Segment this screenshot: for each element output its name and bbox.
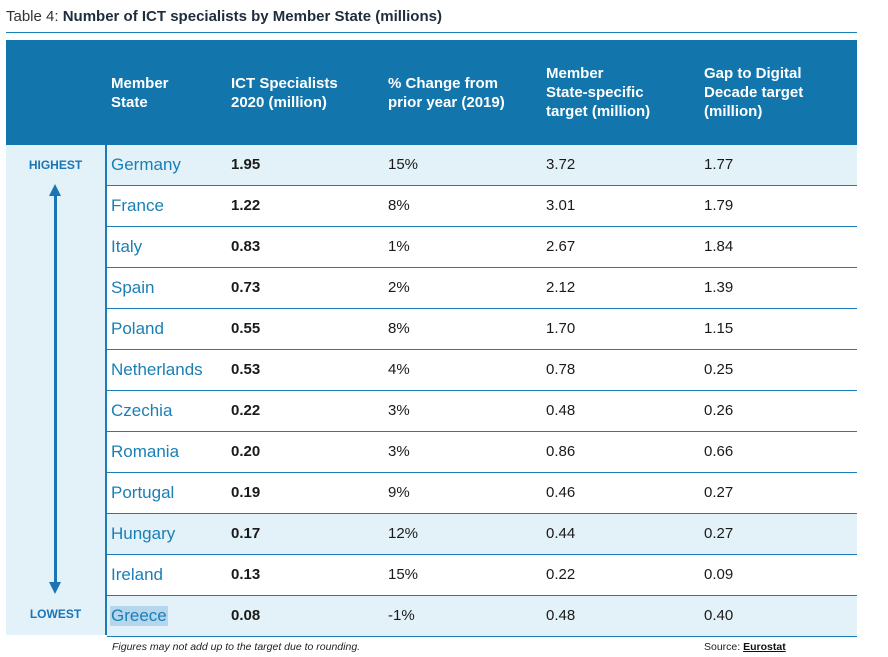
arrow-up-icon bbox=[49, 184, 61, 196]
cell-ict-specialists: 0.17 bbox=[231, 525, 261, 542]
cell-member-state: Romania bbox=[111, 442, 180, 461]
cell-target: 3.01 bbox=[546, 197, 576, 214]
footnote: Figures may not add up to the target due… bbox=[112, 641, 361, 653]
cell-target: 0.44 bbox=[546, 525, 576, 542]
header-member-state: Member State bbox=[111, 75, 169, 111]
cell-member-state: Czechia bbox=[111, 401, 173, 420]
source-label: Source: bbox=[704, 641, 744, 653]
source-link[interactable]: Eurostat bbox=[743, 641, 786, 653]
cell-gap: 0.25 bbox=[704, 361, 734, 378]
cell-ict-specialists: 0.13 bbox=[231, 566, 261, 583]
cell-gap: 1.15 bbox=[704, 320, 734, 337]
table-row: Spain 0.73 2% 2.12 1.39 bbox=[107, 268, 857, 309]
cell-percent-change: 4% bbox=[388, 361, 410, 378]
cell-gap: 1.79 bbox=[704, 197, 734, 214]
cell-ict-specialists: 1.95 bbox=[231, 156, 261, 173]
cell-gap: 1.77 bbox=[704, 156, 734, 173]
arrow-down-icon bbox=[49, 582, 61, 594]
caption-divider bbox=[6, 32, 857, 33]
cell-member-state: Italy bbox=[111, 237, 143, 256]
rank-sidebar: HIGHEST LOWEST bbox=[6, 145, 105, 635]
cell-gap: 1.39 bbox=[704, 279, 734, 296]
source-note: Source: Eurostat bbox=[704, 641, 786, 653]
table-row: Poland 0.55 8% 1.70 1.15 bbox=[107, 309, 857, 350]
table-row: Portugal 0.19 9% 0.46 0.27 bbox=[107, 473, 857, 514]
cell-percent-change: 15% bbox=[388, 156, 419, 173]
cell-target: 2.12 bbox=[546, 279, 576, 296]
table-row: Romania 0.20 3% 0.86 0.66 bbox=[107, 432, 857, 473]
cell-target: 1.70 bbox=[546, 320, 576, 337]
cell-percent-change: 8% bbox=[388, 197, 410, 214]
cell-percent-change: 8% bbox=[388, 320, 410, 337]
cell-percent-change: 15% bbox=[388, 566, 419, 583]
cell-target: 0.22 bbox=[546, 566, 576, 583]
table-row: Italy 0.83 1% 2.67 1.84 bbox=[107, 227, 857, 268]
table-row: Czechia 0.22 3% 0.48 0.26 bbox=[107, 391, 857, 432]
cell-member-state: Hungary bbox=[111, 524, 176, 543]
cell-target: 0.86 bbox=[546, 443, 576, 460]
table-row: Ireland 0.13 15% 0.22 0.09 bbox=[107, 555, 857, 596]
cell-target: 0.78 bbox=[546, 361, 576, 378]
cell-target: 3.72 bbox=[546, 156, 576, 173]
header-gap-to-target: Gap to Digital Decade target (million) bbox=[704, 65, 804, 120]
header-member-state-target: Member State-specific target (million) bbox=[546, 65, 651, 120]
cell-ict-specialists: 0.19 bbox=[231, 484, 261, 501]
rank-lowest-label: LOWEST bbox=[29, 607, 82, 621]
table-caption: Table 4: Number of ICT specialists by Me… bbox=[6, 8, 442, 25]
cell-percent-change: -1% bbox=[388, 607, 415, 624]
cell-target: 0.48 bbox=[546, 607, 576, 624]
cell-ict-specialists: 1.22 bbox=[231, 197, 261, 214]
cell-member-state: Germany bbox=[111, 155, 181, 174]
cell-gap: 0.26 bbox=[704, 402, 734, 419]
cell-percent-change: 3% bbox=[388, 443, 410, 460]
cell-ict-specialists: 0.22 bbox=[231, 402, 261, 419]
cell-member-state: Netherlands bbox=[111, 360, 203, 379]
cell-gap: 0.09 bbox=[704, 566, 734, 583]
cell-member-state: Spain bbox=[111, 278, 155, 297]
cell-member-state: Ireland bbox=[111, 565, 163, 584]
cell-ict-specialists: 0.73 bbox=[231, 279, 261, 296]
table-row: Netherlands 0.53 4% 0.78 0.25 bbox=[107, 350, 857, 391]
table-header: Member State ICT Specialists 2020 (milli… bbox=[6, 40, 857, 145]
table-row: Hungary 0.17 12% 0.44 0.27 bbox=[107, 514, 857, 555]
cell-target: 0.46 bbox=[546, 484, 576, 501]
cell-percent-change: 2% bbox=[388, 279, 410, 296]
table-row: Germany 1.95 15% 3.72 1.77 bbox=[107, 145, 857, 186]
cell-gap: 0.27 bbox=[704, 525, 734, 542]
cell-member-state: France bbox=[111, 196, 164, 215]
cell-percent-change: 12% bbox=[388, 525, 419, 542]
cell-ict-specialists: 0.83 bbox=[231, 238, 261, 255]
cell-member-state: Poland bbox=[111, 319, 164, 338]
cell-ict-specialists: 0.55 bbox=[231, 320, 261, 337]
table-row: France 1.22 8% 3.01 1.79 bbox=[107, 186, 857, 227]
cell-target: 0.48 bbox=[546, 402, 576, 419]
cell-ict-specialists: 0.53 bbox=[231, 361, 261, 378]
cell-member-state: Portugal bbox=[111, 483, 175, 502]
cell-percent-change: 9% bbox=[388, 484, 410, 501]
cell-member-state: Greece bbox=[110, 606, 168, 626]
rank-highest-label: HIGHEST bbox=[28, 158, 83, 172]
cell-gap: 0.40 bbox=[704, 607, 734, 624]
header-ict-specialists: ICT Specialists 2020 (million) bbox=[231, 75, 338, 111]
caption-prefix: Table 4: bbox=[6, 8, 63, 25]
table-row: Greece 0.08 -1% 0.48 0.40 bbox=[107, 596, 857, 637]
rank-arrow-line bbox=[54, 191, 57, 588]
cell-target: 2.67 bbox=[546, 238, 576, 255]
cell-gap: 0.66 bbox=[704, 443, 734, 460]
caption-title: Number of ICT specialists by Member Stat… bbox=[62, 8, 442, 25]
cell-percent-change: 3% bbox=[388, 402, 410, 419]
header-percent-change: % Change from prior year (2019) bbox=[388, 75, 505, 111]
cell-gap: 1.84 bbox=[704, 238, 734, 255]
cell-ict-specialists: 0.08 bbox=[231, 607, 261, 624]
cell-ict-specialists: 0.20 bbox=[231, 443, 261, 460]
cell-gap: 0.27 bbox=[704, 484, 734, 501]
table-left-border bbox=[105, 145, 107, 635]
cell-percent-change: 1% bbox=[388, 238, 410, 255]
